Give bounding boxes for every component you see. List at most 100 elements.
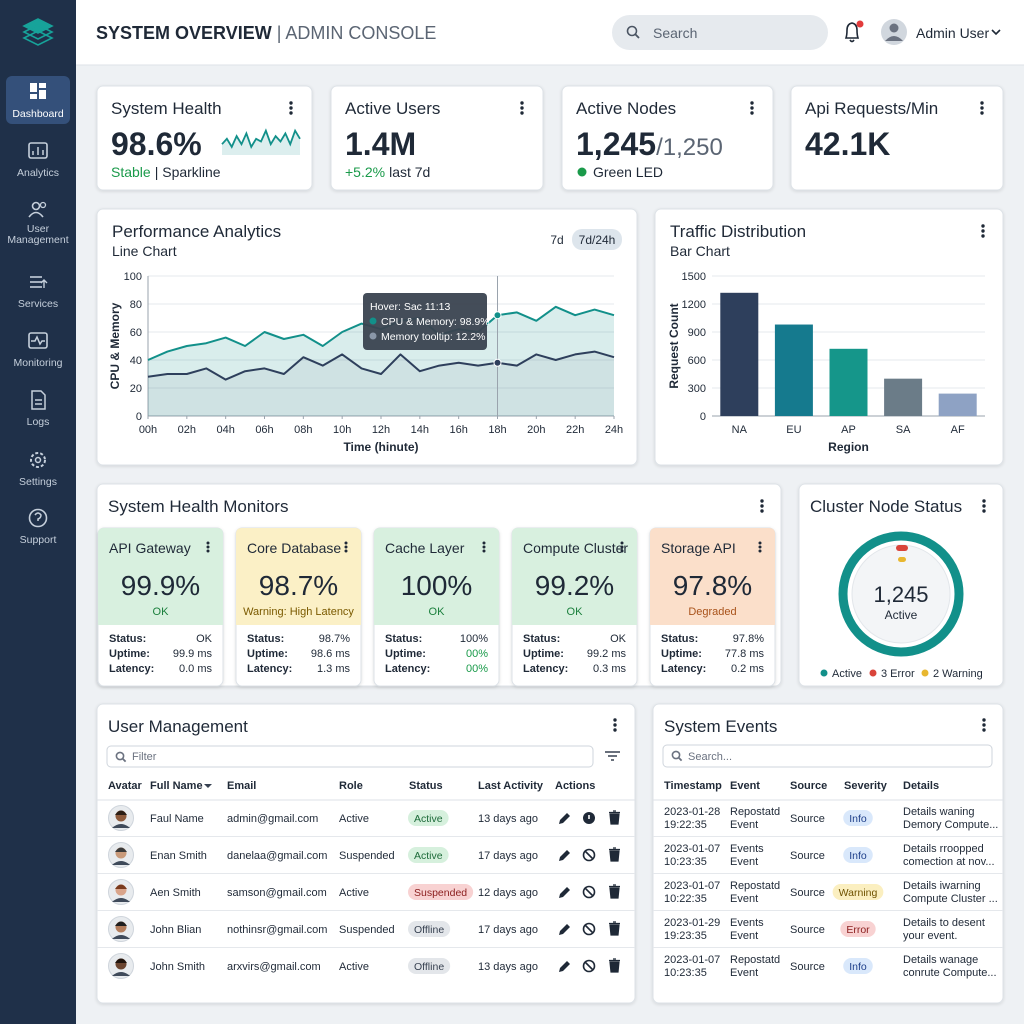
delete-icon[interactable] (609, 847, 620, 862)
block-icon[interactable] (582, 959, 596, 973)
menu-dot[interactable] (758, 549, 762, 553)
menu-dot[interactable] (981, 224, 985, 228)
search-icon (626, 25, 638, 37)
nav-label[interactable]: Monitoring (13, 357, 62, 369)
user-role-cell: Suspended (339, 850, 395, 862)
menu-dot[interactable] (760, 499, 764, 503)
menu-dot[interactable] (613, 728, 617, 732)
menu-dot[interactable] (980, 101, 984, 105)
block-icon[interactable] (582, 848, 596, 862)
block-icon[interactable] (582, 885, 596, 899)
range-toggle[interactable]: 7d (550, 233, 563, 247)
y-tick-label: 300 (688, 383, 706, 395)
menu-dot[interactable] (758, 545, 762, 549)
monitor-row-label: Uptime: (661, 648, 702, 660)
menu-dot[interactable] (620, 545, 624, 549)
menu-dot[interactable] (981, 234, 985, 238)
user-role-cell: Active (339, 813, 369, 825)
menu-dot[interactable] (206, 541, 210, 545)
nav-label[interactable]: Management (7, 234, 68, 246)
avatar-hair (115, 884, 127, 889)
menu-dot[interactable] (750, 111, 754, 115)
nav-label[interactable]: Support (20, 534, 57, 546)
menu-dot[interactable] (982, 499, 986, 503)
nav-label[interactable]: Settings (19, 476, 57, 488)
monitor-row-label: Status: (109, 633, 146, 645)
event-details: Details waning (903, 806, 975, 818)
user-name[interactable]: Admin User (916, 25, 989, 41)
menu-dot[interactable] (982, 728, 986, 732)
kpi-card (790, 85, 1004, 191)
column-header[interactable]: Full Name (150, 780, 203, 792)
menu-dot[interactable] (344, 545, 348, 549)
menu-dot[interactable] (289, 106, 293, 110)
x-tick-label: 20h (527, 424, 545, 436)
menu-dot[interactable] (482, 549, 486, 553)
block-icon[interactable] (582, 922, 596, 936)
column-header: Status (409, 780, 443, 792)
hover-point (493, 358, 502, 367)
menu-dot[interactable] (982, 718, 986, 722)
menu-dot[interactable] (344, 549, 348, 553)
nav-label[interactable]: Analytics (17, 167, 59, 179)
edit-icon[interactable] (559, 961, 570, 972)
logo (22, 30, 54, 46)
menu-dot[interactable] (520, 106, 524, 110)
menu-dot[interactable] (750, 101, 754, 105)
search-input[interactable] (662, 744, 993, 768)
nav-label[interactable]: User (27, 223, 50, 235)
menu-dot[interactable] (758, 541, 762, 545)
hover-point (493, 311, 502, 320)
menu-dot[interactable] (520, 101, 524, 105)
menu-dot[interactable] (206, 549, 210, 553)
menu-dot[interactable] (613, 718, 617, 722)
nav-label[interactable]: Dashboard (12, 108, 64, 120)
nav-icon (28, 508, 48, 528)
tooltip (363, 293, 487, 350)
delete-icon[interactable] (609, 810, 620, 825)
menu-dot[interactable] (344, 541, 348, 545)
edit-icon[interactable] (559, 850, 570, 861)
menu-dot[interactable] (982, 723, 986, 727)
event-source: Source (790, 924, 825, 936)
range-toggle[interactable]: 7d/24h (579, 233, 616, 247)
sparkline (221, 128, 301, 149)
legend-swatch (820, 669, 828, 677)
menu-dot[interactable] (289, 111, 293, 115)
nav-label[interactable]: Services (18, 298, 58, 310)
edit-icon[interactable] (559, 924, 570, 935)
menu-dot[interactable] (980, 106, 984, 110)
range-active[interactable] (572, 229, 622, 250)
delete-icon[interactable] (609, 884, 620, 899)
menu-dot[interactable] (982, 509, 986, 513)
nav-label[interactable]: Logs (27, 416, 50, 428)
menu-dot[interactable] (482, 545, 486, 549)
search-box[interactable] (612, 15, 828, 50)
menu-dot[interactable] (750, 106, 754, 110)
nav-icon (30, 452, 46, 468)
event-details: conrute Compute... (903, 967, 997, 979)
menu-dot[interactable] (482, 541, 486, 545)
edit-icon[interactable] (559, 813, 570, 824)
nav-icon (31, 335, 45, 346)
menu-dot[interactable] (760, 509, 764, 513)
menu-dot[interactable] (289, 101, 293, 105)
edit-icon[interactable] (559, 887, 570, 898)
delete-icon[interactable] (609, 921, 620, 936)
avatar-body (112, 972, 130, 976)
menu-dot[interactable] (620, 549, 624, 553)
notification-dot (856, 20, 864, 28)
menu-dot[interactable] (982, 504, 986, 508)
menu-dot[interactable] (206, 545, 210, 549)
menu-dot[interactable] (981, 229, 985, 233)
delete-icon[interactable] (609, 958, 620, 973)
menu-dot[interactable] (620, 541, 624, 545)
menu-dot[interactable] (520, 111, 524, 115)
filter-input[interactable] (106, 745, 594, 768)
column-header: Avatar (108, 780, 143, 792)
bell-icon[interactable] (844, 22, 860, 43)
user-last-activity: 13 days ago (478, 961, 538, 973)
menu-dot[interactable] (613, 723, 617, 727)
menu-dot[interactable] (760, 504, 764, 508)
menu-dot[interactable] (980, 111, 984, 115)
